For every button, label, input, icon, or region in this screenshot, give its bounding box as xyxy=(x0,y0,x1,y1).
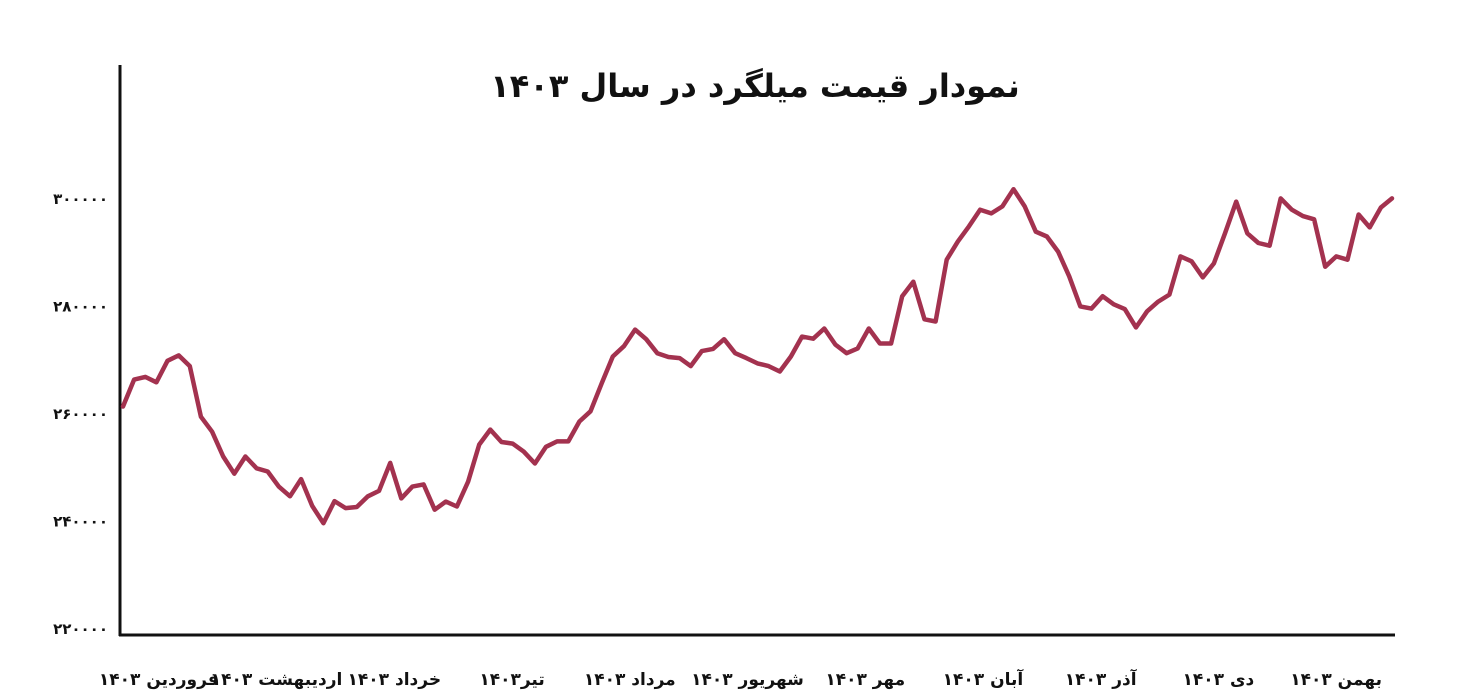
x-tick-label: آذر ۱۴۰۳ xyxy=(1065,668,1138,690)
price-line xyxy=(120,186,1395,526)
y-tick-label: ۲۸۰۰۰۰ xyxy=(53,297,108,315)
x-tick-label: فروردین ۱۴۰۳ xyxy=(99,670,219,690)
x-tick-label: مهر ۱۴۰۳ xyxy=(825,670,905,690)
x-tick-label: بهمن ۱۴۰۳ xyxy=(1290,670,1382,690)
x-tick-label: اردیبهشت ۱۴۰۳ xyxy=(211,670,343,690)
x-tick-label: تیر۱۴۰۳ xyxy=(479,670,544,690)
x-tick-label: دی ۱۴۰۳ xyxy=(1183,670,1255,690)
y-tick-label: ۳۰۰۰۰۰ xyxy=(53,190,108,208)
x-tick-label: خرداد ۱۴۰۳ xyxy=(348,670,442,690)
x-tick-label: آبان ۱۴۰۳ xyxy=(943,668,1025,690)
x-tick-label: شهریور ۱۴۰۳ xyxy=(691,670,804,690)
y-tick-label: ۲۶۰۰۰۰ xyxy=(53,405,108,423)
y-tick-label: ۲۲۰۰۰۰ xyxy=(53,620,108,638)
y-tick-label: ۲۴۰۰۰۰ xyxy=(53,513,108,531)
chart-title: نمودار قیمت میلگرد در سال ۱۴۰۳ xyxy=(490,67,1019,105)
x-tick-label: مرداد ۱۴۰۳ xyxy=(584,670,676,690)
